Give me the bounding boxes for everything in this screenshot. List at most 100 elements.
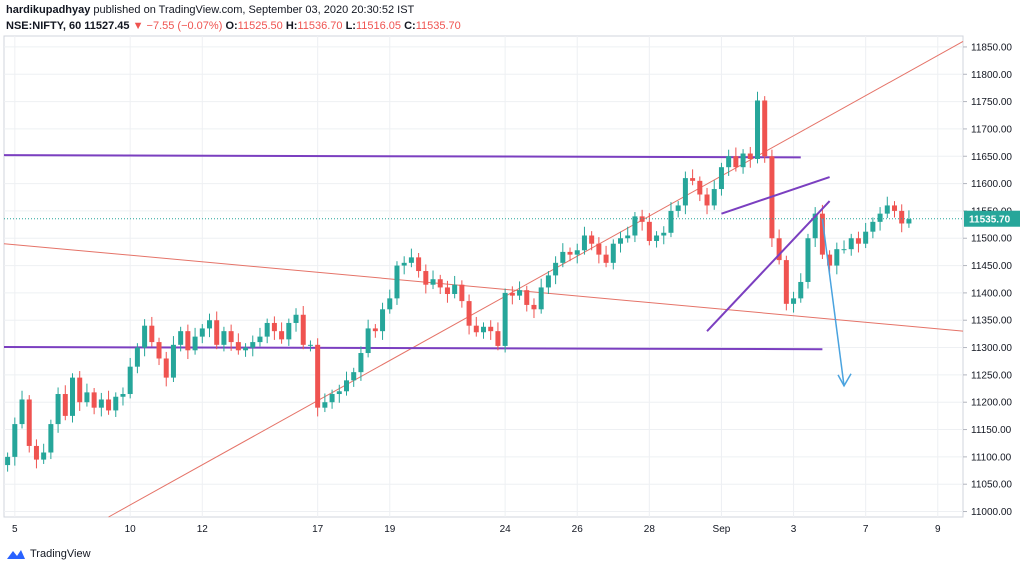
- candle: [322, 393, 328, 413]
- candle-body: [632, 216, 638, 236]
- candle-body: [596, 243, 602, 255]
- candle-body: [718, 167, 724, 190]
- candle: [344, 371, 349, 396]
- candle: [336, 384, 342, 403]
- y-tick-label: 11450.00: [971, 261, 1012, 272]
- candle: [654, 231, 660, 248]
- candle-body: [41, 452, 47, 460]
- candle: [473, 316, 479, 337]
- candle-body: [55, 394, 61, 425]
- candle-body: [228, 331, 234, 343]
- candle-body: [827, 254, 833, 266]
- candle: [827, 250, 833, 273]
- candle: [906, 210, 912, 228]
- candle: [5, 452, 11, 472]
- candle-body: [293, 314, 299, 323]
- candle: [26, 395, 32, 453]
- y-tick-label: 11050.00: [971, 480, 1012, 491]
- candle-body: [91, 392, 97, 408]
- candle-body: [163, 358, 169, 378]
- candle-body: [250, 342, 256, 348]
- candle-body: [300, 314, 306, 345]
- candle-body: [48, 424, 54, 453]
- candle-body: [156, 342, 162, 359]
- candle: [351, 367, 357, 387]
- plot-frame: [3, 35, 964, 518]
- brand-label: TradingView: [30, 548, 91, 560]
- candle: [783, 255, 789, 311]
- x-tick-label: 28: [644, 524, 656, 535]
- candle: [221, 326, 227, 352]
- candle-body: [625, 235, 631, 239]
- candle: [62, 385, 68, 421]
- y-tick-label: 11350.00: [971, 316, 1012, 327]
- candle: [185, 324, 191, 360]
- high-label: H:: [285, 20, 298, 32]
- candle: [19, 390, 25, 429]
- low-value: 11516.05: [355, 20, 402, 32]
- candle: [315, 338, 321, 417]
- candle: [257, 327, 263, 347]
- candle: [755, 91, 760, 164]
- candle: [178, 326, 184, 352]
- published-text: published on TradingView.com, September …: [93, 4, 415, 16]
- y-tick-label: 11800.00: [971, 70, 1012, 81]
- candle-body: [271, 322, 277, 332]
- candle: [127, 357, 133, 399]
- candle-body: [661, 232, 667, 236]
- low-label: L:: [345, 20, 356, 32]
- chart-grid: [3, 35, 964, 518]
- candle: [423, 264, 429, 294]
- candle: [625, 226, 631, 243]
- candle: [365, 319, 371, 358]
- candle: [747, 146, 753, 168]
- candle: [199, 324, 205, 344]
- candle-body: [134, 347, 140, 367]
- footer-brand[interactable]: TradingView: [6, 548, 91, 560]
- candle: [91, 388, 97, 415]
- candle: [48, 419, 54, 460]
- tradingview-logo-icon: [7, 550, 25, 559]
- candle: [646, 213, 652, 246]
- candle-body: [654, 235, 660, 241]
- candle-body: [726, 156, 732, 168]
- candle-body: [545, 275, 551, 288]
- candle: [142, 319, 148, 357]
- candle-body: [892, 205, 897, 211]
- chart-header: hardikupadhyay published on TradingView.…: [6, 2, 461, 34]
- close-value: 11535.70: [415, 20, 461, 32]
- candle: [517, 281, 523, 301]
- y-tick-label: 11850.00: [971, 42, 1012, 53]
- y-tick-label: 11750.00: [971, 97, 1012, 108]
- x-tick-label: 5: [12, 524, 18, 535]
- candle: [690, 169, 696, 186]
- y-tick-label: 11600.00: [971, 179, 1012, 190]
- symbol-label[interactable]: NSE:NIFTY, 60: [6, 20, 82, 32]
- candle-body: [538, 287, 544, 310]
- candle-body: [12, 424, 18, 457]
- candle-body: [70, 377, 75, 416]
- candle: [84, 383, 90, 407]
- candle-body: [863, 231, 869, 244]
- y-tick-label: 11700.00: [971, 124, 1012, 135]
- candle-body: [408, 257, 414, 263]
- candle-body: [33, 445, 39, 460]
- y-tick-label: 11650.00: [971, 152, 1012, 163]
- candle-body: [711, 189, 717, 206]
- candle: [610, 239, 616, 270]
- candle: [661, 226, 667, 245]
- candle: [163, 351, 169, 387]
- x-tick-label: 26: [572, 524, 584, 535]
- candle: [884, 196, 890, 219]
- candle-body: [783, 260, 789, 304]
- candle: [509, 286, 515, 305]
- candle: [192, 327, 198, 355]
- publisher-name[interactable]: hardikupadhyay: [6, 4, 91, 16]
- candle-body: [791, 298, 797, 304]
- candle-body: [841, 249, 847, 251]
- candle-body: [581, 235, 587, 251]
- candle-body: [315, 344, 321, 408]
- candle-body: [19, 399, 25, 425]
- candle-body: [199, 328, 205, 337]
